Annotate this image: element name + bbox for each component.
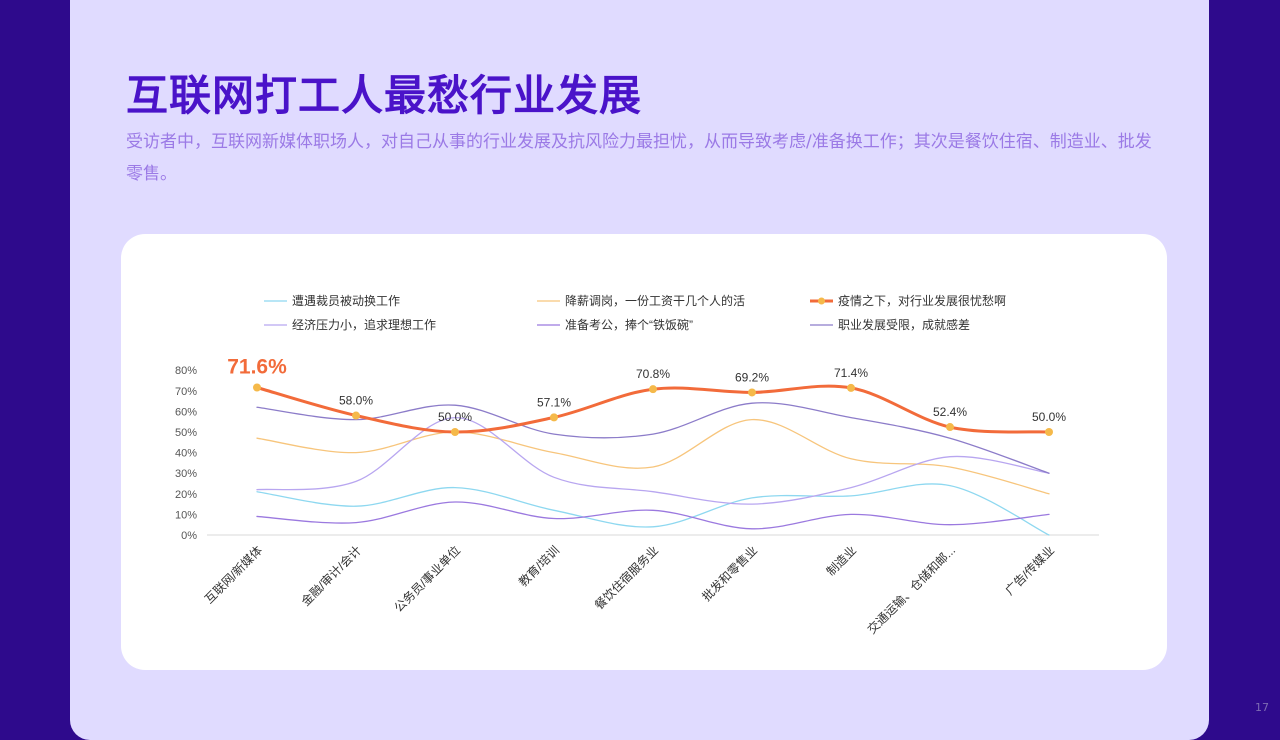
x-tick-label: 制造业 [824,543,859,578]
series-line-4 [256,501,1050,530]
x-tick-label: 教育/培训 [515,543,562,590]
y-tick-label: 40% [175,448,197,460]
data-point [847,383,855,392]
y-tick-label: 50% [175,427,197,439]
x-tick-label: 公务员/事业单位 [391,543,463,615]
chart-card: 遭遇裁员被动换工作 降薪调岗，一份工资干几个人的活 疫情之下，对行业发展很忧愁啊经济… [121,234,1167,670]
legend-label: 经济压力小，追求理想工作 [292,317,436,332]
legend-label: 疫情之下，对行业发展很忧愁啊 [838,293,1006,308]
y-tick-label: 80% [175,365,197,377]
data-point [748,388,756,397]
data-point [649,385,657,394]
y-axis: 0% 10% 20% 30% 40% 50% 60% 70% 80% [175,365,197,542]
data-label: 58.0% [339,394,373,408]
data-label: 50.0% [438,410,472,424]
data-point [253,383,261,392]
legend-item: 降薪调岗，一份工资干几个人的活 [537,293,745,308]
x-axis: 互联网/新媒体 金融/审计/会计 公务员/事业单位 教育/培训 餐饮住宿服务业 批发和零售… [201,534,1099,637]
marker-layer [253,383,1053,436]
line-chart: 遭遇裁员被动换工作 降薪调岗，一份工资干几个人的活 疫情之下，对行业发展很忧愁啊经济… [175,293,1099,637]
x-tick-label: 金融/审计/会计 [298,543,364,609]
data-label: 57.1% [537,395,571,409]
data-point [352,411,360,420]
y-tick-label: 20% [175,489,197,501]
data-label: 52.4% [933,405,967,419]
data-label-layer: 71.6% 58.0% 50.0% 57.1% 70.8% 69.2% 71.4% 52.4%… [227,356,1066,424]
data-point [1045,428,1053,436]
series-layer [255,384,1051,536]
page-title: 互联网打工人最愁行业发展 [126,71,643,120]
y-tick-label: 0% [181,530,197,542]
legend-item: 遭遇裁员被动换工作 [264,294,400,308]
y-tick-label: 60% [175,406,197,418]
data-point [550,413,558,422]
series-line-1 [256,418,1050,495]
page-subtitle: 受访者中，互联网新媒体职场人，对自己从事的行业发展及抗风险力最担忧，从而导致考虑… [126,132,1152,184]
data-point [946,423,954,432]
data-label: 69.2% [735,370,769,384]
data-label: 71.6% [227,356,287,379]
legend-marker [818,297,825,305]
legend-item: 疫情之下，对行业发展很忧愁啊 [810,293,1006,308]
x-tick-label: 餐饮住宿服务业 [591,543,661,613]
legend-label: 职业发展受限，成就感差 [838,317,970,332]
y-tick-label: 10% [175,509,197,521]
series-line-3 [256,416,1050,505]
y-tick-label: 70% [175,386,197,398]
x-tick-label: 批发和零售业 [699,543,761,605]
legend-item: 准备考公，捧个“铁饭碗” [537,317,693,332]
legend-item: 职业发展受限，成就感差 [810,317,970,332]
data-point [451,428,459,436]
data-label: 50.0% [1032,410,1066,424]
chart-legend: 遭遇裁员被动换工作 降薪调岗，一份工资干几个人的活 疫情之下，对行业发展很忧愁啊经济… [264,293,1006,332]
x-tick-label: 交通运输、仓储和邮... [864,543,958,637]
data-label: 71.4% [834,366,868,380]
x-tick-label: 互联网/新媒体 [201,543,265,607]
legend-label: 遭遇裁员被动换工作 [292,294,400,308]
page-number: 17 [1255,701,1269,714]
legend-label: 准备考公，捧个“铁饭碗” [565,317,693,332]
legend-item: 经济压力小，追求理想工作 [264,317,436,332]
legend-label: 降薪调岗，一份工资干几个人的活 [565,293,745,308]
x-tick-label: 广告/传媒业 [1002,543,1057,598]
data-label: 70.8% [636,367,670,381]
series-line-5 [256,402,1050,474]
series-line-0 [256,483,1050,536]
y-tick-label: 30% [175,468,197,480]
